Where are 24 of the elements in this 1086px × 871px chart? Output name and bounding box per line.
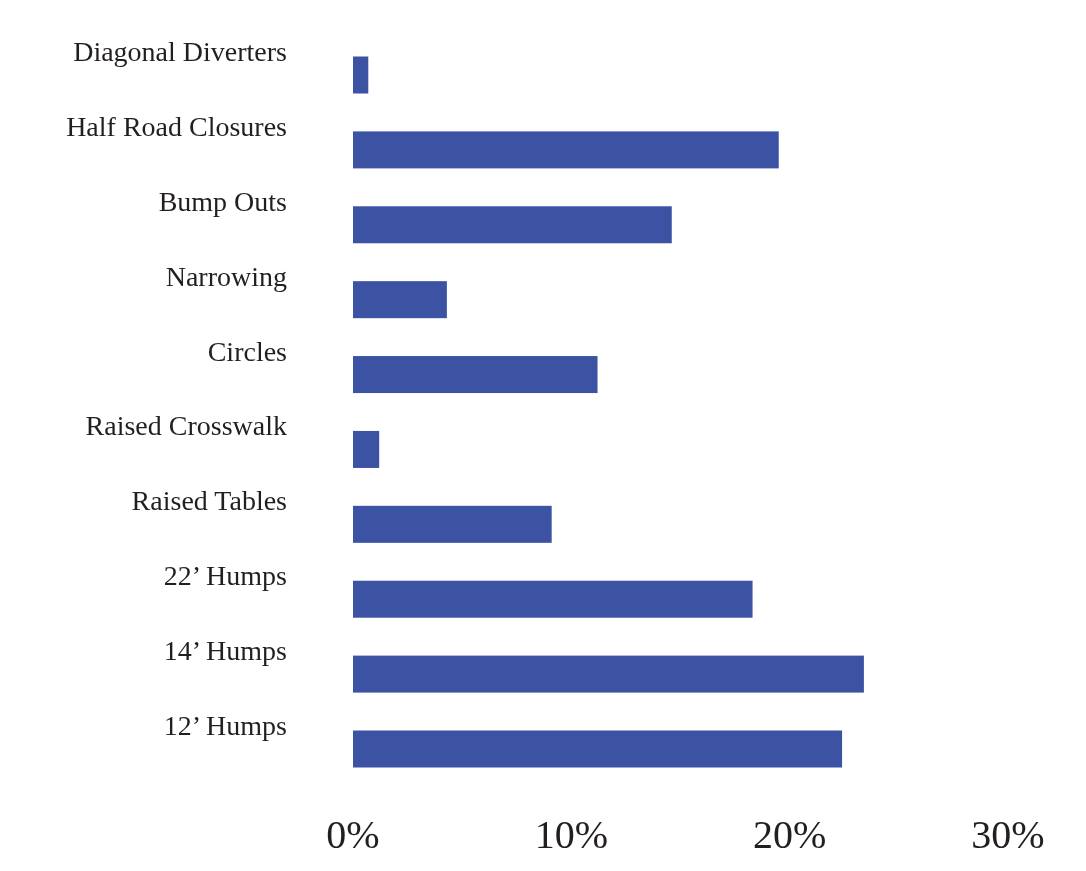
bar — [353, 131, 779, 169]
y-tick-label: Circles — [207, 335, 287, 367]
y-tick-label: Bump Outs — [158, 185, 287, 217]
bar — [353, 206, 672, 244]
bar — [353, 430, 380, 468]
bar — [353, 580, 753, 618]
y-tick-label: 14’ Humps — [163, 635, 287, 667]
x-tick-label: 10% — [534, 812, 608, 857]
y-tick-label: 12’ Humps — [163, 710, 287, 741]
x-tick-label: 0% — [326, 812, 380, 857]
bar — [353, 730, 843, 768]
bar — [353, 56, 369, 94]
y-tick-label: 22’ Humps — [163, 560, 287, 592]
y-tick-label: Half Road Closures — [66, 110, 287, 142]
bar — [353, 281, 447, 319]
x-tick-label: 30% — [971, 812, 1045, 857]
x-tick-label: 20% — [753, 812, 827, 857]
bar — [353, 356, 598, 394]
y-tick-label: Raised Tables — [131, 485, 287, 517]
bar — [353, 655, 864, 693]
y-tick-label: Diagonal Diverters — [73, 36, 287, 67]
y-tick-label: Raised Crosswalk — [85, 410, 287, 442]
y-tick-label: Narrowing — [165, 260, 287, 292]
bar — [353, 505, 552, 543]
